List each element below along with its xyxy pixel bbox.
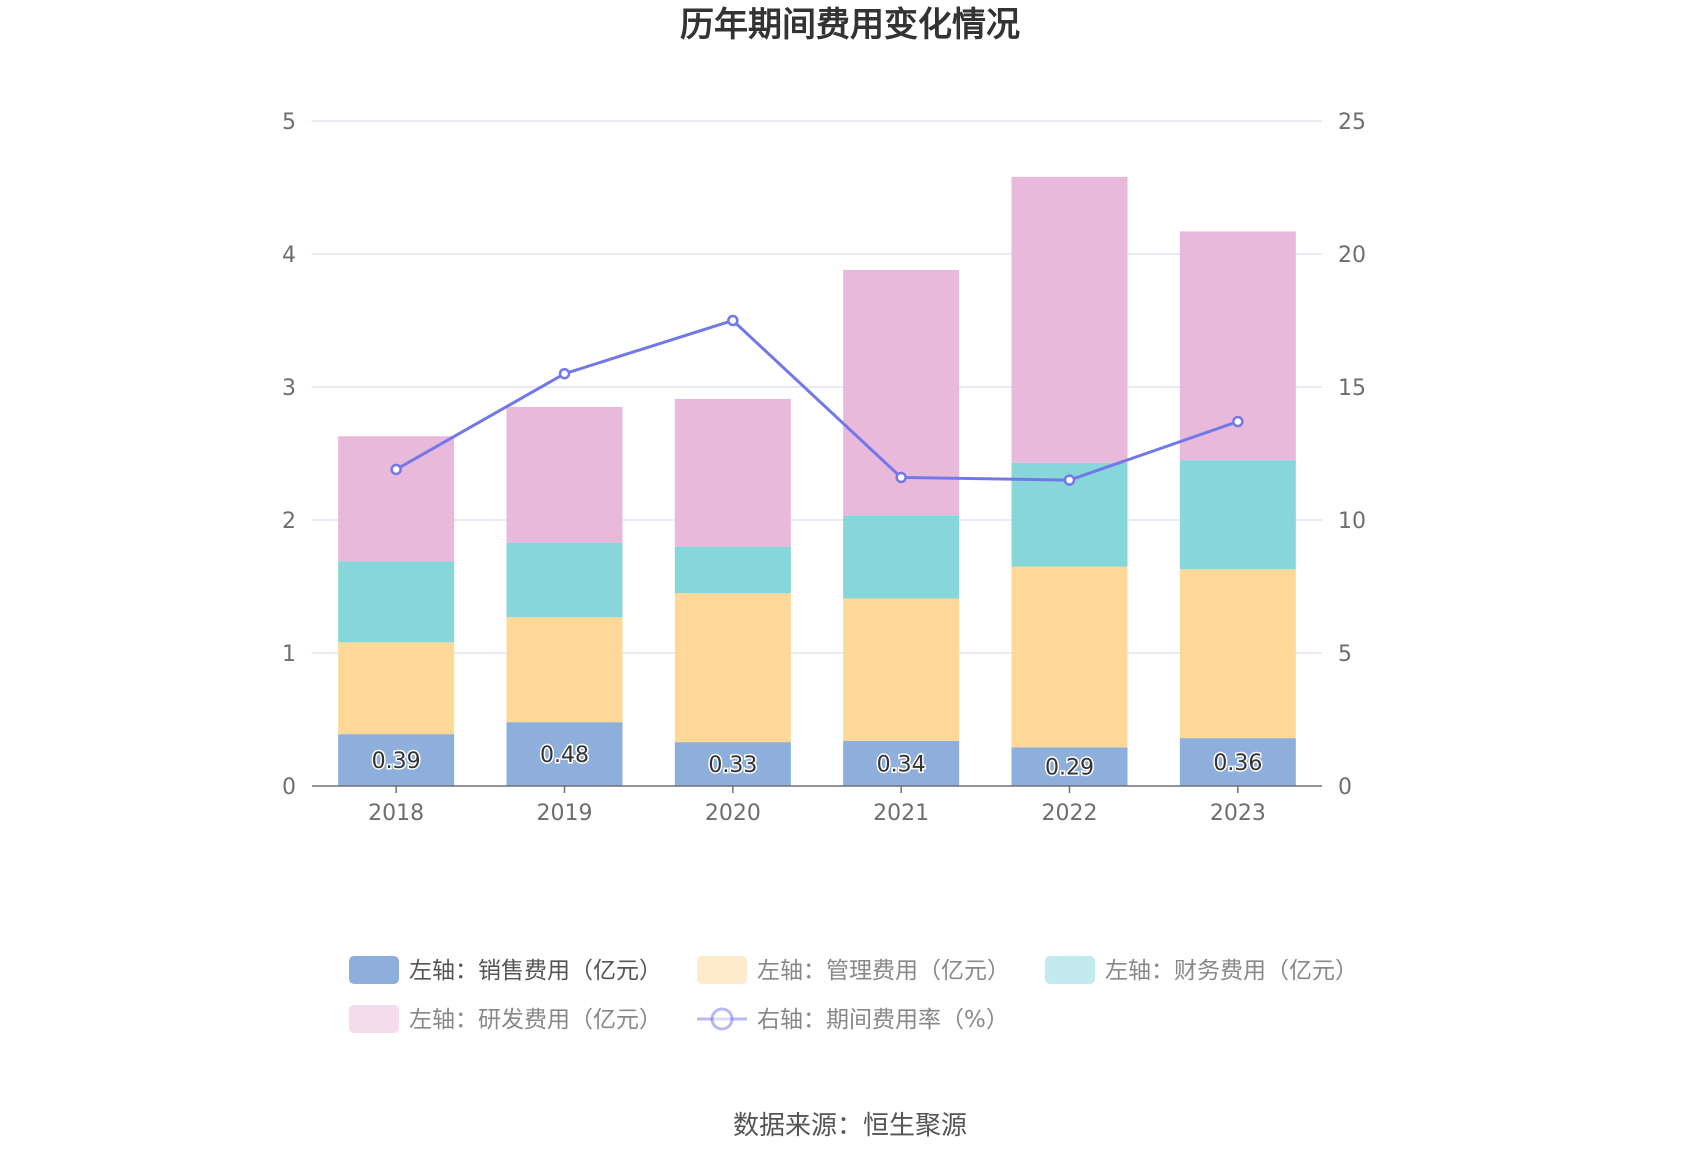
bar-segment-3 [338,561,455,643]
bars [338,176,1296,786]
rate-point [558,367,571,380]
right-axis-tick: 10 [1338,509,1366,534]
legend-label: 左轴：研发费用（亿元） [409,1007,662,1033]
legend-swatch [1045,956,1095,984]
left-axis-tick: 2 [282,509,296,534]
bar-segment-1 [506,722,623,786]
right-axis-tick: 0 [1338,775,1352,800]
rate-point [1232,415,1244,428]
rate-point [727,314,739,327]
rate-point [1063,474,1076,486]
bar-segment-4 [338,436,455,562]
bar-data-label: 0.48 [540,743,589,768]
legend-marker [710,1007,734,1031]
bar-segment-3 [506,542,623,618]
x-axis-tick-label: 2019 [537,801,593,826]
right-axis-tick: 25 [1338,110,1366,135]
bar-labels: 0.39 0.48 0.33 0.34 0.29 0.36 [370,742,1264,783]
legend-item[interactable]: 左轴：财务费用（亿元） [1045,956,1358,984]
bar-data-label: 0.33 [708,753,757,778]
legend-item[interactable]: 右轴：期间费用率（%） [697,1007,1009,1033]
bar-segment-2 [338,642,455,735]
x-axis-tick-label: 2023 [1210,801,1266,826]
rate-line-path [395,318,1239,482]
legend: 左轴：销售费用（亿元） 左轴：管理费用（亿元） 左轴：财务费用（亿元） 左轴：研发费用… [349,956,1358,1033]
rate-point [390,463,402,476]
bar-segment-3 [843,516,960,599]
legend-label: 左轴：财务费用（亿元） [1105,958,1358,984]
legend-item[interactable]: 左轴：管理费用（亿元） [697,956,1010,984]
chart-title: 历年期间费用变化情况 [680,5,1020,45]
grid [312,120,1322,654]
left-axis-tick: 3 [282,376,296,401]
x-axis-tick-label: 2018 [368,801,424,826]
bar-data-label: 0.39 [372,749,421,774]
rate-line [390,314,1244,486]
legend-swatch [349,956,399,984]
legend-label: 左轴：销售费用（亿元） [409,958,662,984]
legend-label: 右轴：期间费用率（%） [757,1007,1009,1033]
bar-segment-1 [674,742,791,786]
right-axis-tick: 15 [1338,376,1366,401]
right-axis-tick: 20 [1338,243,1366,268]
x-axis-tick-label: 2022 [1042,801,1098,826]
axes: 0 1 2 3 4 5 0 5 10 15 20 25 2018 2019 2020 2021 2022 2023 [282,110,1366,826]
bar-data-label: 0.29 [1045,756,1094,781]
bar-segment-4 [506,406,623,543]
legend-swatch [349,1005,399,1033]
left-axis-tick: 5 [282,110,296,135]
bar-segment-2 [1011,566,1128,748]
bar-data-label: 0.34 [877,752,926,777]
legend-item[interactable]: 左轴：研发费用（亿元） [349,1005,662,1033]
legend-item[interactable]: 左轴：销售费用（亿元） [349,956,662,984]
source-note: 数据来源：恒生聚源 [733,1111,967,1141]
left-axis-tick: 0 [282,775,296,800]
bar-segment-1 [1179,738,1296,786]
bar-segment-1 [843,740,960,786]
x-axis-tick-label: 2020 [705,801,761,826]
bar-segment-4 [1011,176,1128,463]
legend-label: 左轴：管理费用（亿元） [757,958,1010,984]
bar-segment-2 [1179,569,1296,739]
left-axis-tick: 1 [282,642,296,667]
bar-segment-2 [843,598,960,741]
x-axis-tick-label: 2021 [873,801,929,826]
bar-segment-1 [1011,747,1128,786]
bar-segment-2 [506,617,623,723]
bar-segment-2 [674,593,791,743]
bar-segment-3 [1179,460,1296,570]
bar-data-label: 0.36 [1213,751,1262,776]
legend-swatch [697,956,747,984]
bar-segment-4 [674,398,791,547]
left-axis-tick: 4 [282,243,296,268]
bar-segment-1 [338,734,455,786]
rate-point [895,471,907,484]
bar-segment-3 [674,546,791,594]
right-axis-tick: 5 [1338,642,1352,667]
